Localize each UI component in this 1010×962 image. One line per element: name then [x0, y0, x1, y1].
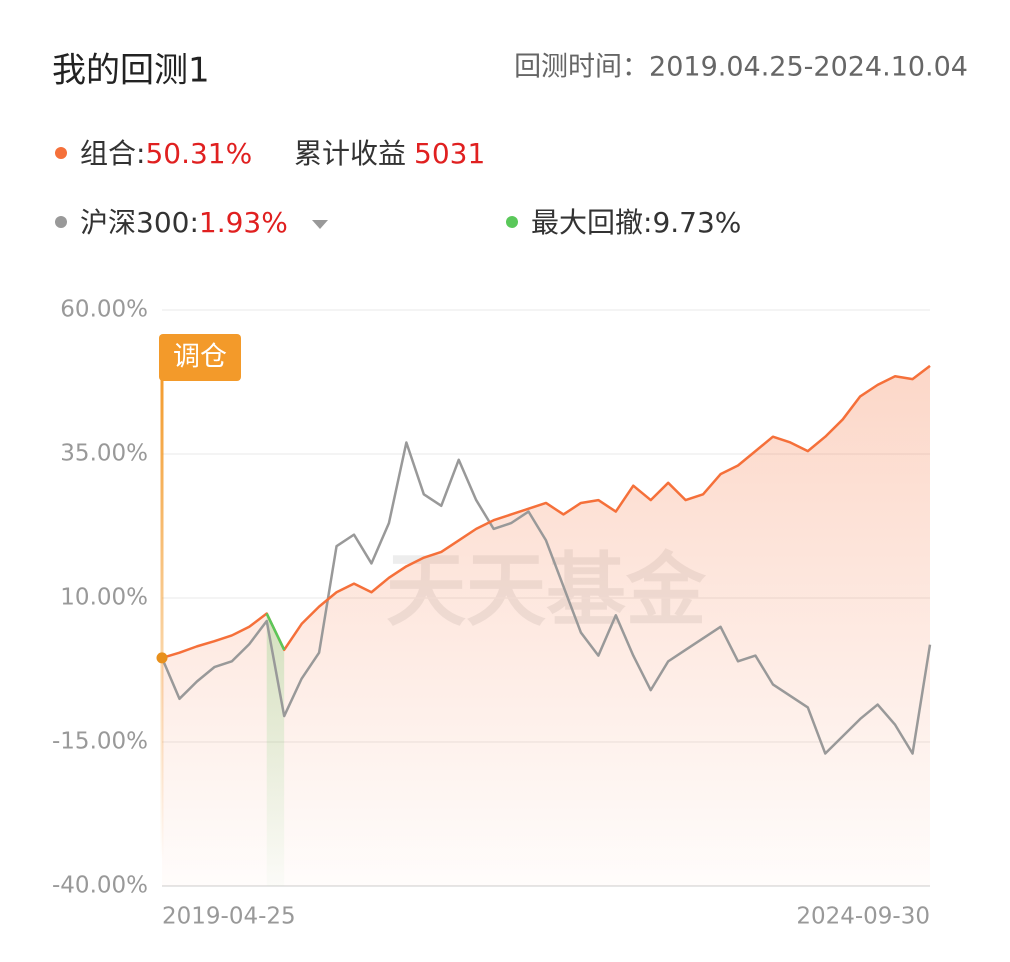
dropdown-icon[interactable]: [312, 220, 328, 229]
start-point: [156, 652, 168, 664]
legend-value: 9.73%: [652, 206, 741, 239]
plot: 天天基金60.00%35.00%10.00%-15.00%-40.00%2019…: [52, 297, 932, 930]
legend: 组合:50.31% 沪深300:1.93% 最大回撤:9.73% 累计收益 5031: [55, 137, 741, 239]
legend-label: 沪深300:: [80, 206, 199, 239]
period: 回测时间：2019.04.25-2024.10.04: [514, 52, 968, 83]
y-tick-label: 35.00%: [60, 441, 148, 467]
page-title: 我的回测1: [52, 51, 210, 91]
legend-entry: 沪深300:1.93%: [80, 206, 288, 239]
x-tick-label: 2019-04-25: [162, 904, 296, 930]
annotation-badge[interactable]: [159, 334, 241, 381]
x-tick-label: 2024-09-30: [796, 904, 930, 930]
y-tick-label: -15.00%: [52, 729, 148, 755]
series-line: [160, 441, 932, 755]
annotation-text: 调仓: [173, 342, 227, 373]
y-tick-label: 10.00%: [60, 585, 148, 611]
legend-value: 50.31%: [145, 137, 252, 170]
legend-dot: [55, 216, 67, 228]
profit-label: 累计收益: [294, 137, 406, 170]
legend-label: 组合:: [80, 137, 145, 170]
legend-entry: 最大回撤:9.73%: [531, 206, 741, 239]
legend-dot: [55, 147, 67, 159]
legend-value: 1.93%: [199, 206, 288, 239]
legend-entry: 组合:50.31%: [80, 137, 252, 170]
y-tick-label: 60.00%: [60, 297, 148, 323]
area-fill: [162, 365, 930, 886]
legend-dot: [506, 216, 518, 228]
series-line: [161, 364, 931, 660]
profit-value: 5031: [414, 137, 485, 170]
annotation-line: [160, 370, 164, 860]
y-tick-label: -40.00%: [52, 873, 148, 899]
series-line: [265, 613, 286, 651]
legend-label: 最大回撤:: [531, 206, 652, 239]
profit: 累计收益 5031: [294, 137, 485, 170]
area-fill: [266, 613, 285, 886]
